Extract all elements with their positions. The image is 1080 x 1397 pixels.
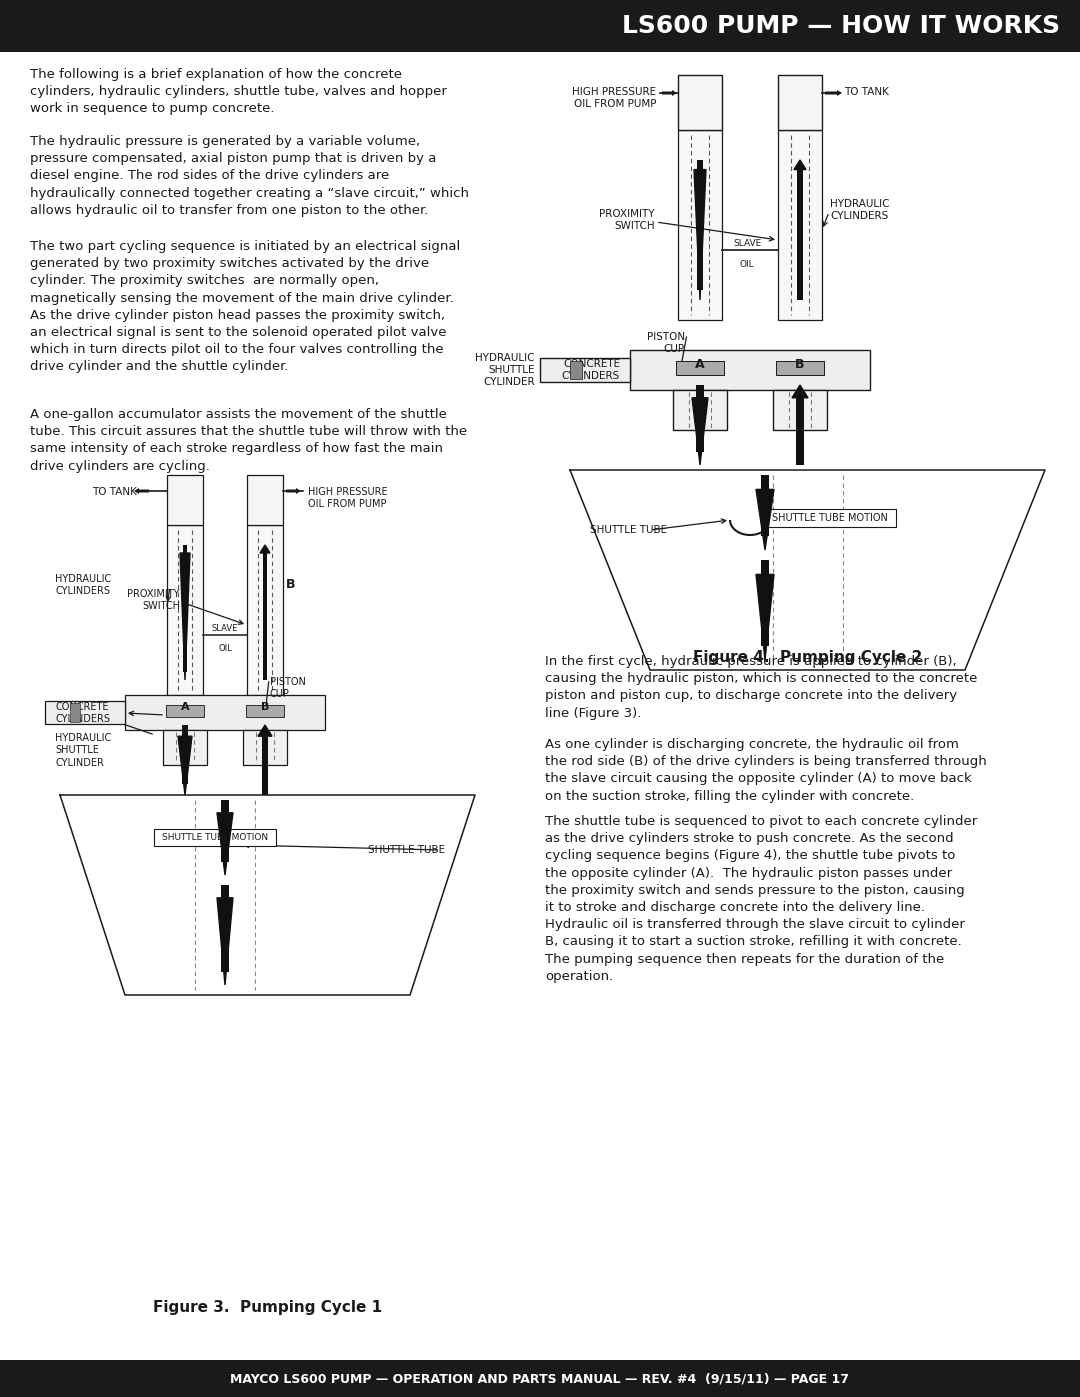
Text: SLAVE: SLAVE [733, 239, 761, 249]
Bar [570, 360, 582, 379]
Text: B: B [795, 358, 805, 370]
Bar [221, 886, 229, 972]
Text: In the first cycle, hydraulic pressure is applied to cylinder (B),
causing the h: In the first cycle, hydraulic pressure i… [545, 655, 977, 719]
Bar [246, 705, 284, 717]
Text: PROXIMITY
SWITCH: PROXIMITY SWITCH [599, 208, 654, 231]
Bar [797, 169, 802, 300]
Bar [540, 358, 630, 381]
Bar [678, 130, 723, 320]
Text: CONCRETE
CYLINDERS: CONCRETE CYLINDERS [562, 359, 620, 381]
Text: HIGH PRESSURE
OIL FROM PUMP: HIGH PRESSURE OIL FROM PUMP [308, 488, 388, 510]
Bar [70, 703, 80, 722]
Bar [698, 161, 703, 291]
Text: Figure 4.  Pumping Cycle 2: Figure 4. Pumping Cycle 2 [692, 650, 922, 665]
Bar [221, 800, 229, 862]
Bar [697, 386, 703, 453]
Bar [262, 553, 267, 680]
Polygon shape [694, 169, 706, 300]
Polygon shape [178, 736, 192, 795]
Bar [778, 130, 822, 320]
Text: HYDRAULIC
SHUTTLE
CYLINDER: HYDRAULIC SHUTTLE CYLINDER [55, 733, 111, 768]
Bar [163, 731, 207, 766]
Bar [777, 360, 824, 374]
Text: The hydraulic pressure is generated by a variable volume,
pressure compensated, : The hydraulic pressure is generated by a… [30, 136, 469, 217]
Bar [125, 694, 325, 731]
Text: SHUTTLE TUBE: SHUTTLE TUBE [590, 525, 667, 535]
Text: The shuttle tube is sequenced to pivot to each concrete cylinder
as the drive cy: The shuttle tube is sequenced to pivot t… [545, 814, 977, 983]
Bar [673, 390, 727, 430]
Bar [0, 1361, 1080, 1397]
Polygon shape [794, 161, 806, 169]
Text: HIGH PRESSURE
OIL FROM PUMP: HIGH PRESSURE OIL FROM PUMP [572, 87, 656, 109]
Bar [261, 736, 268, 795]
Bar [630, 351, 870, 390]
Text: SHUTTLE TUBE: SHUTTLE TUBE [368, 845, 445, 855]
Text: SHUTTLE TUBE MOTION: SHUTTLE TUBE MOTION [772, 513, 888, 522]
FancyArrow shape [662, 89, 677, 96]
Text: HYDRAULIC
SHUTTLE
CYLINDER: HYDRAULIC SHUTTLE CYLINDER [475, 352, 535, 387]
Bar [183, 545, 187, 672]
Bar [243, 731, 287, 766]
Text: HYDRAULIC
CYLINDERS: HYDRAULIC CYLINDERS [55, 574, 111, 597]
FancyArrow shape [286, 488, 301, 495]
Polygon shape [792, 386, 808, 398]
Bar [676, 360, 724, 374]
Bar [761, 560, 769, 645]
Text: A: A [180, 703, 189, 712]
Text: B: B [286, 578, 296, 591]
Bar [167, 525, 203, 694]
Bar [796, 398, 804, 465]
Text: HYDRAULIC
CYLINDERS: HYDRAULIC CYLINDERS [831, 198, 890, 221]
Bar [45, 701, 125, 724]
Bar [778, 75, 822, 130]
Text: SHUTTLE TUBE MOTION: SHUTTLE TUBE MOTION [162, 833, 268, 842]
FancyBboxPatch shape [764, 509, 896, 527]
FancyBboxPatch shape [154, 828, 276, 847]
Bar [247, 475, 283, 525]
Polygon shape [692, 398, 708, 465]
Bar [247, 525, 283, 694]
Text: SLAVE: SLAVE [212, 624, 239, 633]
Text: Figure 3.  Pumping Cycle 1: Figure 3. Pumping Cycle 1 [153, 1301, 382, 1315]
Text: PISTON
CUP: PISTON CUP [270, 678, 306, 700]
Text: A: A [696, 358, 705, 370]
Polygon shape [258, 725, 272, 736]
Text: CONCRETE
CYLINDERS: CONCRETE CYLINDERS [55, 701, 110, 724]
Text: PISTON
CUP: PISTON CUP [647, 332, 685, 355]
Text: As one cylinder is discharging concrete, the hydraulic oil from
the rod side (B): As one cylinder is discharging concrete,… [545, 738, 987, 803]
Text: LS600 PUMP — HOW IT WORKS: LS600 PUMP — HOW IT WORKS [622, 14, 1059, 38]
Polygon shape [217, 813, 233, 875]
Text: OIL: OIL [740, 260, 754, 270]
Bar [166, 705, 204, 717]
Polygon shape [756, 574, 774, 659]
Bar [181, 725, 188, 784]
Bar [761, 475, 769, 535]
FancyArrow shape [825, 89, 842, 96]
Text: B: B [260, 703, 269, 712]
Bar [167, 475, 203, 525]
Text: PROXIMITY
SWITCH: PROXIMITY SWITCH [127, 588, 180, 612]
Polygon shape [180, 553, 190, 680]
Bar [0, 0, 1080, 52]
Text: The two part cycling sequence is initiated by an electrical signal
generated by : The two part cycling sequence is initiat… [30, 240, 460, 373]
Text: OIL: OIL [218, 644, 232, 652]
Text: A one-gallon accumulator assists the movement of the shuttle
tube. This circuit : A one-gallon accumulator assists the mov… [30, 408, 468, 472]
Bar [678, 75, 723, 130]
Polygon shape [260, 545, 270, 553]
Text: TO TANK: TO TANK [92, 488, 137, 497]
FancyArrow shape [134, 488, 149, 495]
Text: TO TANK: TO TANK [843, 87, 889, 96]
Text: The following is a brief explanation of how the concrete
cylinders, hydraulic cy: The following is a brief explanation of … [30, 68, 447, 116]
Polygon shape [756, 489, 774, 550]
Polygon shape [217, 898, 233, 985]
Bar [773, 390, 827, 430]
Text: MAYCO LS600 PUMP — OPERATION AND PARTS MANUAL — REV. #4  (9/15/11) — PAGE 17: MAYCO LS600 PUMP — OPERATION AND PARTS M… [230, 1372, 850, 1384]
